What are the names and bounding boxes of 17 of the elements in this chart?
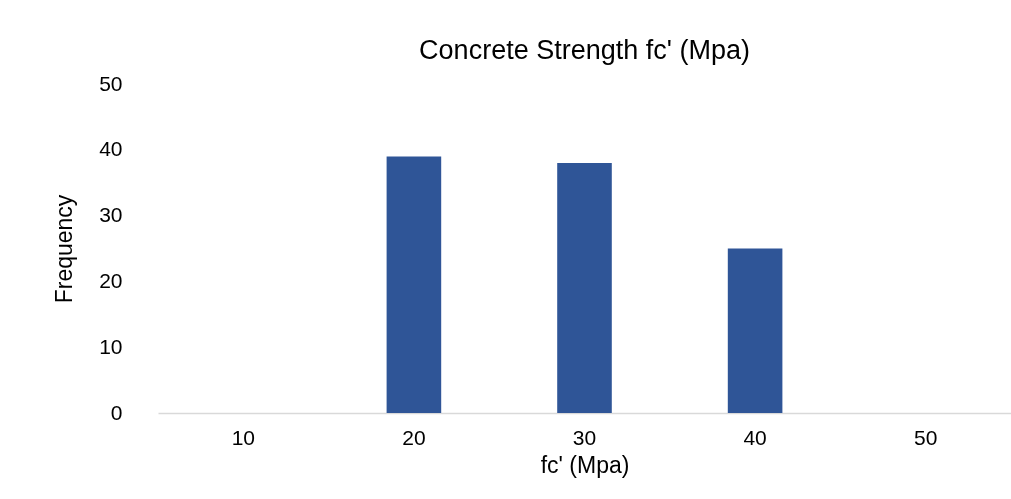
chart-title: Concrete Strength fc' (Mpa) <box>419 35 750 65</box>
x-tick-label: 30 <box>572 425 597 449</box>
x-axis-title: fc' (Mpa) <box>540 451 630 478</box>
y-tick-label: 20 <box>99 268 123 292</box>
bar <box>386 156 442 413</box>
y-axis-title: Frequency <box>51 194 78 304</box>
x-tick-label: 50 <box>914 425 938 449</box>
y-tick-label: 10 <box>99 334 123 358</box>
y-tick-label: 0 <box>110 400 123 424</box>
y-tick-label: 30 <box>99 203 123 227</box>
y-tick-label: 50 <box>99 71 123 95</box>
bar <box>557 162 612 413</box>
x-tick-label: 10 <box>231 425 255 449</box>
y-tick-label: 40 <box>99 137 123 161</box>
bar <box>727 248 783 413</box>
x-tick-label: 20 <box>402 425 426 449</box>
x-tick-label: 40 <box>743 425 767 449</box>
